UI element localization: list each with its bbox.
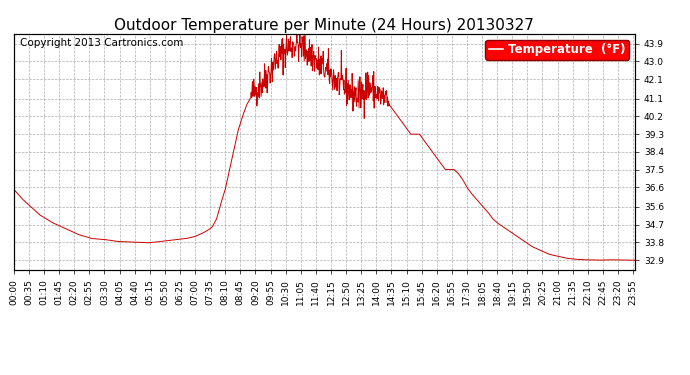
- Title: Outdoor Temperature per Minute (24 Hours) 20130327: Outdoor Temperature per Minute (24 Hours…: [115, 18, 534, 33]
- Text: Copyright 2013 Cartronics.com: Copyright 2013 Cartronics.com: [20, 39, 184, 48]
- Legend: Temperature  (°F): Temperature (°F): [486, 40, 629, 60]
